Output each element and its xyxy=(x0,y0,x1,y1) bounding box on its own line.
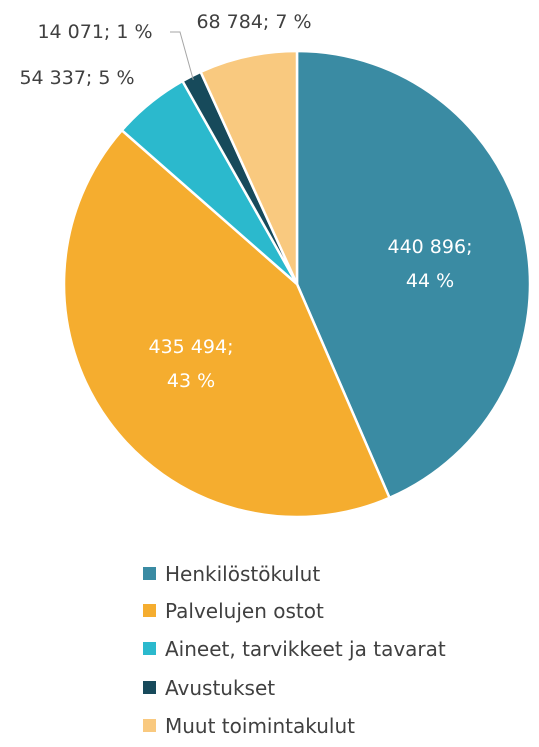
legend-item: Palvelujen ostot xyxy=(143,599,324,623)
legend-label: Henkilöstökulut xyxy=(165,562,321,586)
pie-slice xyxy=(62,128,392,519)
legend-swatch xyxy=(143,604,156,617)
legend-swatch xyxy=(143,719,156,732)
legend-swatch xyxy=(143,642,156,655)
legend-item: Avustukset xyxy=(143,676,275,700)
data-label: 54 337; 5 % xyxy=(19,67,135,89)
legend-item: Aineet, tarvikkeet ja tavarat xyxy=(143,637,446,661)
data-label: 435 494; 43 % xyxy=(148,336,234,392)
legend-swatch xyxy=(143,681,156,694)
legend-label: Aineet, tarvikkeet ja tavarat xyxy=(165,637,446,661)
data-label: 440 896; 44 % xyxy=(387,236,473,292)
data-label: 14 071; 1 % xyxy=(37,21,153,43)
pie-slice xyxy=(295,49,532,500)
legend-item: Muut toimintakulut xyxy=(143,714,355,738)
leader-line xyxy=(170,31,194,80)
legend-label: Palvelujen ostot xyxy=(165,599,324,623)
legend-label: Muut toimintakulut xyxy=(165,714,355,738)
legend-label: Avustukset xyxy=(165,676,276,700)
data-label: 68 784; 7 % xyxy=(196,11,312,33)
legend-swatch xyxy=(143,567,156,580)
legend-item: Henkilöstökulut xyxy=(143,562,320,586)
pie-slice xyxy=(198,49,299,285)
